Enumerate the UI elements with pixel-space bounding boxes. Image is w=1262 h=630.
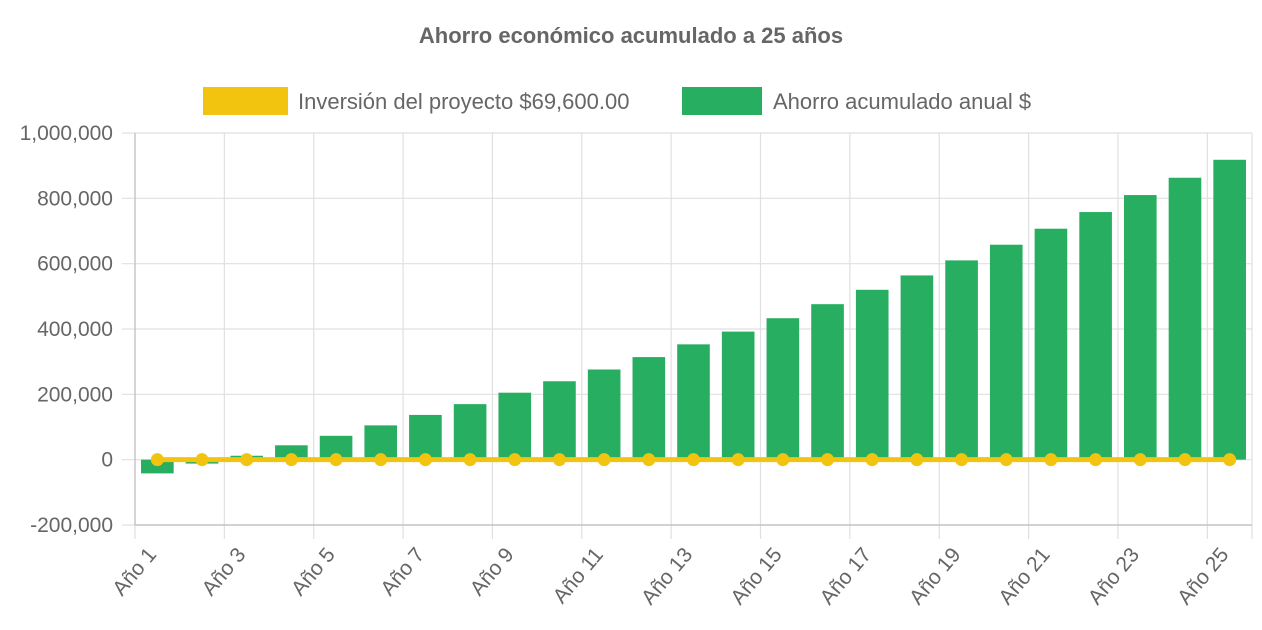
x-tick-label: Año 25 [1173,543,1233,609]
x-tick-label: Año 13 [637,543,697,609]
point-inversion[interactable] [776,453,790,467]
point-inversion[interactable] [552,453,566,467]
y-tick-label: 600,000 [37,253,113,276]
point-inversion[interactable] [329,453,343,467]
y-tick-label: 1,000,000 [20,122,113,145]
bar-ahorro-acumulado[interactable] [766,318,800,460]
legend-label-savings: Ahorro acumulado anual $ [773,89,1031,114]
point-inversion[interactable] [687,453,700,467]
point-inversion[interactable] [508,453,522,467]
bar-ahorro-acumulado[interactable] [587,369,621,460]
y-tick-label: -200,000 [30,514,113,537]
x-tick-label: Año 5 [287,543,340,600]
point-inversion[interactable] [1223,453,1237,467]
x-tick-label: Año 1 [108,543,161,600]
bar-ahorro-acumulado[interactable] [1123,195,1157,460]
point-inversion[interactable] [865,453,879,467]
point-inversion[interactable] [1044,453,1058,467]
bar-ahorro-acumulado[interactable] [900,275,934,460]
point-inversion[interactable] [463,453,477,467]
point-inversion[interactable] [418,453,432,467]
point-inversion[interactable] [374,453,388,467]
point-inversion[interactable] [642,453,656,467]
y-axis-ticks: 1,000,000 800,000 600,000 400,000 200,000 0 -2… [20,122,113,537]
y-tick-label: 0 [101,449,113,472]
point-inversion[interactable] [1133,453,1147,467]
legend: Inversión del proyecto $69,600.00 Ahorro… [203,87,1031,115]
point-inversion[interactable] [1178,453,1192,467]
y-tick-label: 800,000 [37,187,113,210]
chart-title: Ahorro económico acumulado a 25 años [419,23,843,48]
bar-ahorro-acumulado[interactable] [141,459,174,474]
bar-ahorro-acumulado[interactable] [275,445,308,460]
x-tick-label: Año 17 [816,543,876,609]
x-tick-label: Año 23 [1084,543,1144,609]
legend-swatch-savings [682,87,762,115]
bar-ahorro-acumulado[interactable] [721,331,755,460]
legend-item-investment[interactable]: Inversión del proyecto $69,600.00 [203,87,629,115]
x-tick-label: Año 3 [198,543,251,600]
point-inversion[interactable] [150,453,164,467]
bar-ahorro-acumulado[interactable] [1168,177,1202,460]
bar-ahorro-acumulado[interactable] [453,404,487,460]
y-tick-label: 400,000 [37,318,113,341]
bar-ahorro-acumulado[interactable] [1213,159,1246,460]
point-inversion[interactable] [955,453,969,467]
bar-ahorro-acumulado[interactable] [677,344,710,460]
bar-ahorro-acumulado[interactable] [409,414,442,460]
bar-ahorro-acumulado[interactable] [1034,228,1068,460]
x-tick-label: Año 21 [994,543,1054,609]
bar-ahorro-acumulado[interactable] [319,435,353,460]
bar-ahorro-acumulado[interactable] [855,289,889,460]
point-inversion[interactable] [240,453,254,467]
point-inversion[interactable] [821,453,835,467]
point-inversion[interactable] [284,453,298,467]
bar-ahorro-acumulado[interactable] [811,304,844,460]
y-tick-label: 200,000 [37,383,113,406]
bar-ahorro-acumulado[interactable] [543,381,576,460]
point-inversion[interactable] [1089,453,1103,467]
legend-swatch-investment [203,87,288,115]
point-inversion[interactable] [999,453,1013,467]
legend-item-savings[interactable]: Ahorro acumulado anual $ [682,87,1031,115]
bar-ahorro-acumulado[interactable] [632,357,666,460]
line-series [150,453,1237,467]
bar-ahorro-acumulado[interactable] [1079,212,1112,460]
bar-ahorro-acumulado[interactable] [945,260,978,460]
point-inversion[interactable] [731,453,745,467]
x-axis-ticks: Año 1 Año 3 Año 5 Año 7 Año 9 Año 11 Año 13 Año… [108,543,1233,609]
legend-label-investment: Inversión del proyecto $69,600.00 [298,89,629,114]
bars-series [141,159,1246,474]
bar-ahorro-acumulado[interactable] [498,392,532,460]
x-tick-label: Año 11 [549,543,608,608]
point-inversion[interactable] [597,453,611,467]
x-tick-label: Año 15 [726,543,786,609]
bar-ahorro-acumulado[interactable] [989,244,1023,460]
point-inversion[interactable] [910,453,924,467]
x-tick-label: Año 7 [376,543,429,600]
x-tick-label: Año 19 [905,543,965,609]
point-inversion[interactable] [195,453,209,467]
x-tick-label: Año 9 [466,543,519,600]
